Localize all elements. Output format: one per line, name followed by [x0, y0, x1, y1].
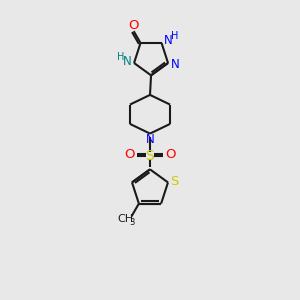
Text: N: N [123, 56, 132, 68]
Text: N: N [146, 134, 154, 146]
Text: O: O [165, 148, 176, 161]
Text: S: S [170, 175, 178, 188]
Text: S: S [146, 149, 154, 163]
Text: O: O [128, 20, 139, 32]
Text: N: N [164, 34, 172, 47]
Text: N: N [170, 58, 179, 70]
Text: CH: CH [117, 214, 133, 224]
Text: 3: 3 [129, 218, 134, 227]
Text: H: H [171, 31, 178, 41]
Text: H: H [117, 52, 125, 62]
Text: O: O [124, 148, 135, 161]
